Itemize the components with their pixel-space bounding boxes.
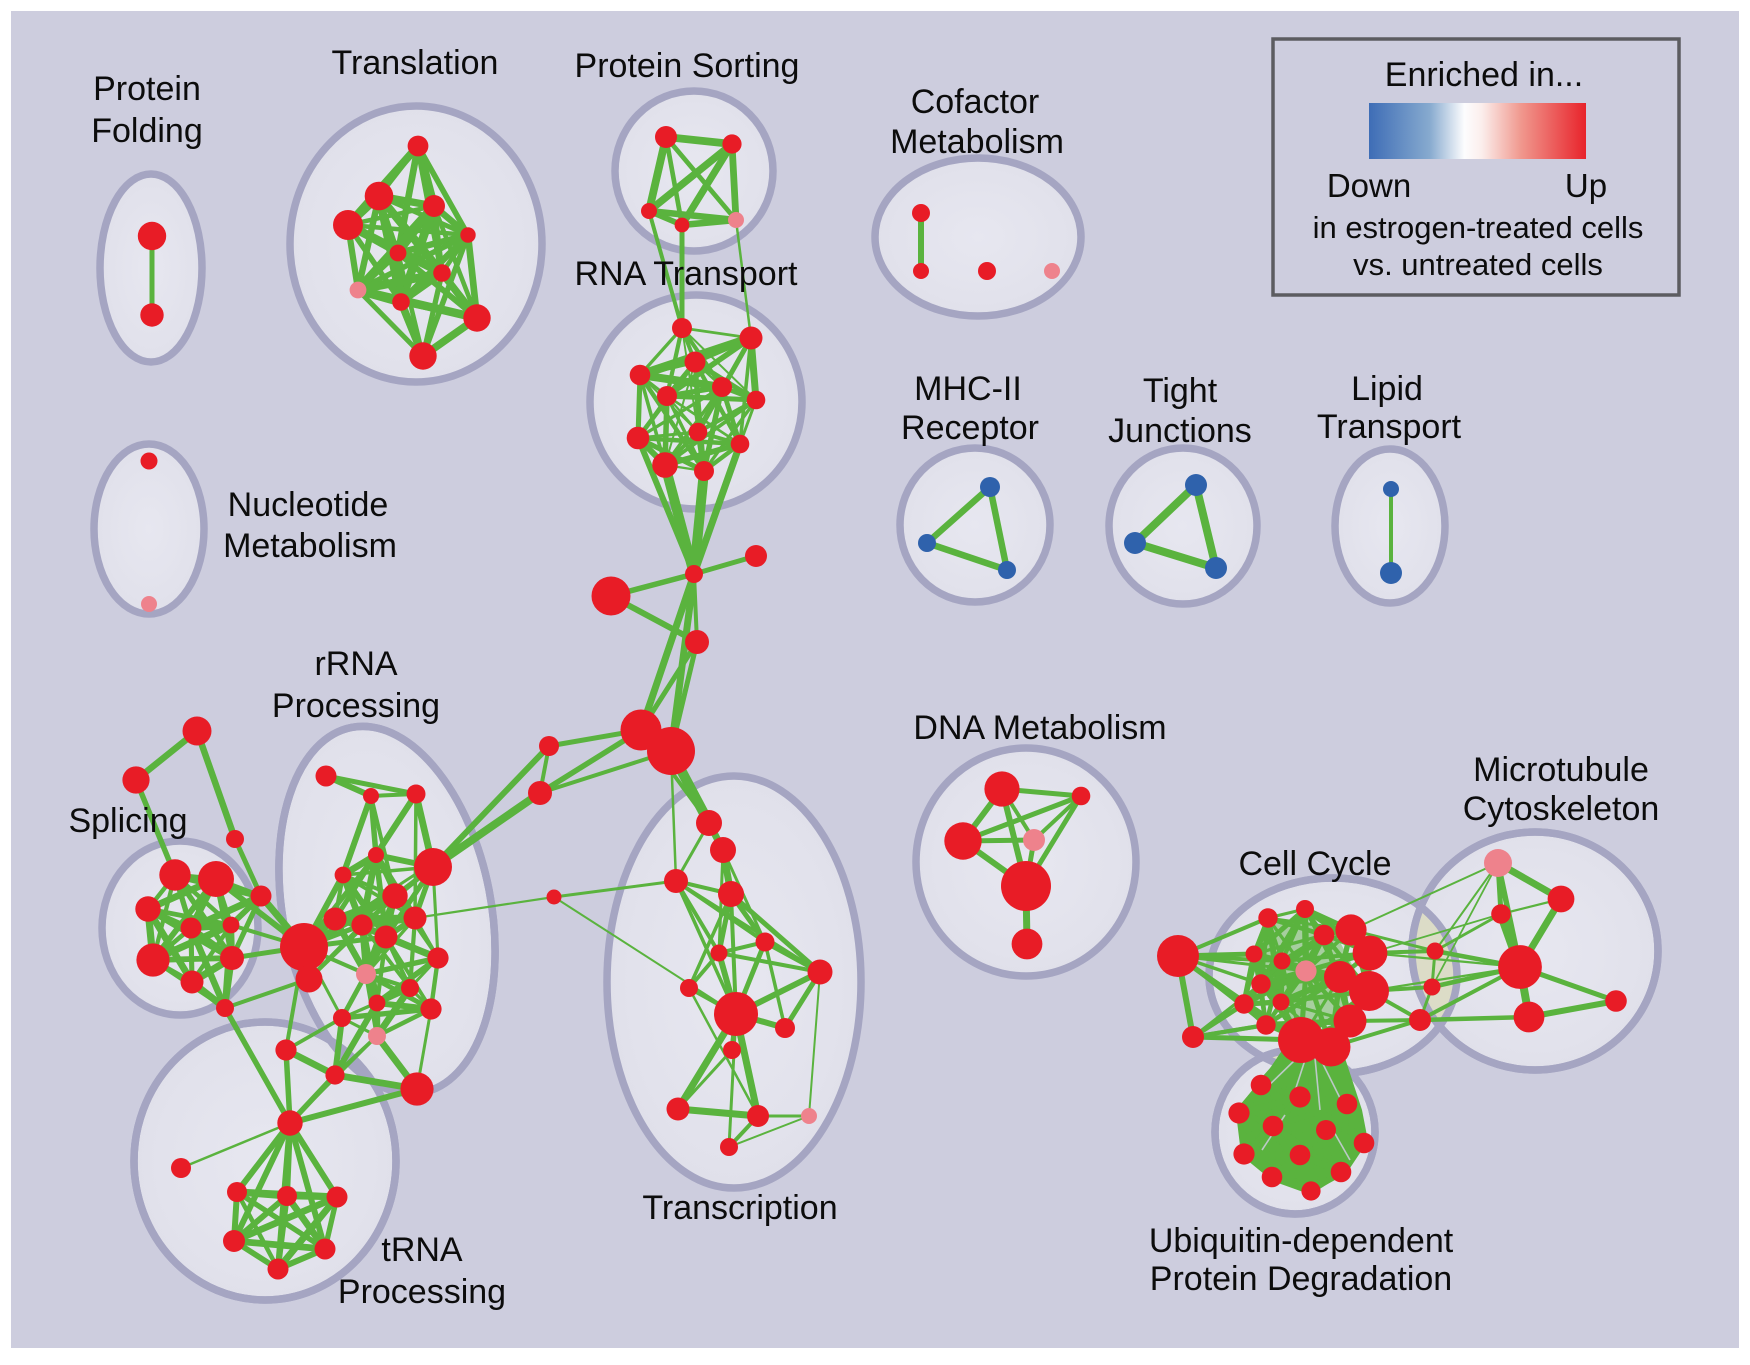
svg-text:Protein Sorting: Protein Sorting bbox=[575, 47, 800, 85]
svg-text:tRNA: tRNA bbox=[381, 1231, 463, 1269]
svg-text:Junctions: Junctions bbox=[1108, 412, 1252, 450]
svg-text:Protein: Protein bbox=[93, 70, 201, 108]
svg-text:Transport: Transport bbox=[1317, 408, 1462, 446]
svg-text:Ubiquitin-dependent: Ubiquitin-dependent bbox=[1149, 1222, 1454, 1260]
svg-text:Transcription: Transcription bbox=[642, 1189, 837, 1227]
svg-text:Receptor: Receptor bbox=[901, 409, 1039, 447]
svg-text:Lipid: Lipid bbox=[1351, 370, 1423, 408]
svg-text:DNA Metabolism: DNA Metabolism bbox=[913, 709, 1166, 747]
svg-text:vs. untreated cells: vs. untreated cells bbox=[1353, 247, 1603, 282]
svg-text:Splicing: Splicing bbox=[68, 802, 187, 840]
svg-text:RNA Transport: RNA Transport bbox=[575, 255, 799, 293]
svg-text:Down: Down bbox=[1327, 167, 1411, 204]
svg-text:Nucleotide: Nucleotide bbox=[228, 486, 389, 524]
svg-text:Cell Cycle: Cell Cycle bbox=[1238, 845, 1391, 883]
svg-text:rRNA: rRNA bbox=[314, 645, 397, 683]
svg-text:MHC-II: MHC-II bbox=[914, 370, 1022, 408]
svg-text:Metabolism: Metabolism bbox=[890, 123, 1064, 161]
svg-text:Microtubule: Microtubule bbox=[1473, 751, 1649, 789]
svg-text:Enriched in...: Enriched in... bbox=[1385, 56, 1583, 94]
svg-text:Cofactor: Cofactor bbox=[911, 83, 1040, 121]
svg-text:Protein Degradation: Protein Degradation bbox=[1150, 1260, 1452, 1298]
svg-text:Cytoskeleton: Cytoskeleton bbox=[1463, 790, 1660, 828]
svg-text:Processing: Processing bbox=[272, 687, 440, 725]
svg-text:in estrogen-treated cells: in estrogen-treated cells bbox=[1313, 210, 1644, 245]
svg-text:Folding: Folding bbox=[91, 112, 203, 150]
svg-text:Metabolism: Metabolism bbox=[223, 527, 397, 565]
svg-text:Tight: Tight bbox=[1143, 372, 1218, 410]
svg-text:Translation: Translation bbox=[332, 44, 499, 82]
svg-text:Processing: Processing bbox=[338, 1273, 506, 1311]
svg-text:Up: Up bbox=[1565, 167, 1607, 204]
